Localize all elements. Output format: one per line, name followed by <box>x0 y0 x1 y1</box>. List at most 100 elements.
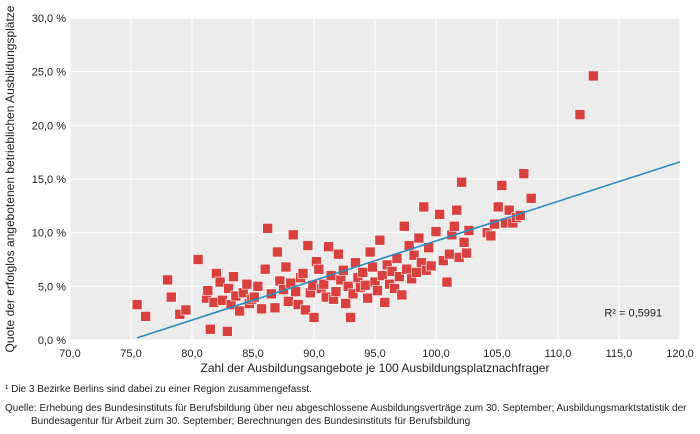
data-point <box>430 226 442 237</box>
data-point <box>359 279 371 291</box>
data-point <box>456 176 467 188</box>
y-tick-label: 10,0 % <box>32 228 66 240</box>
data-point <box>357 267 369 278</box>
data-point <box>313 263 325 275</box>
data-point <box>441 276 453 288</box>
data-point <box>269 302 281 314</box>
data-point <box>418 201 430 213</box>
data-point <box>323 241 334 252</box>
data-point <box>241 278 253 290</box>
y-axis-ticks: 0,0 % 5,0 % 10,0 % 15,0 % 20,0 % 25,0 % 30,0 % <box>32 13 66 347</box>
data-point <box>180 304 192 316</box>
data-point <box>256 303 267 315</box>
trend-line <box>136 161 681 339</box>
data-point <box>228 271 239 282</box>
data-point <box>292 299 304 310</box>
x-axis-title: Zahl der Ausbildungsangebote je 100 Ausb… <box>201 361 550 375</box>
data-point <box>280 261 292 273</box>
y-tick-label: 20,0 % <box>32 120 66 132</box>
data-point <box>401 263 413 275</box>
data-point <box>492 201 504 213</box>
data-point <box>222 326 233 337</box>
data-point <box>262 223 273 234</box>
x-tick-label: 105,0 <box>483 348 511 360</box>
data-point <box>413 232 425 244</box>
data-point <box>272 246 283 258</box>
x-tick-label: 100,0 <box>422 348 450 360</box>
data-point <box>448 220 460 232</box>
data-point <box>283 296 294 307</box>
x-axis-ticks: 70,0 75,0 80,0 85,0 90,0 95,0 100,0 105,0 110,0 1… <box>59 348 693 360</box>
data-point <box>525 193 537 204</box>
data-point <box>333 248 344 260</box>
data-point <box>234 305 245 317</box>
data-point <box>192 254 204 265</box>
x-tick-label: 70,0 <box>59 348 80 360</box>
data-point <box>444 248 455 260</box>
data-point <box>374 234 386 246</box>
data-point <box>438 255 449 266</box>
x-tick-label: 95,0 <box>364 348 385 360</box>
data-point <box>248 291 260 303</box>
data-point <box>165 291 177 303</box>
data-point <box>308 312 320 323</box>
data-point <box>451 204 463 216</box>
data-point <box>396 289 408 301</box>
y-axis-title: Quote der erfolglos angebotenen betriebl… <box>3 5 17 352</box>
data-point <box>287 229 299 241</box>
x-tick-label: 120,0 <box>666 348 694 360</box>
data-point <box>485 230 497 242</box>
x-tick-label: 115,0 <box>606 348 633 360</box>
grid-lines <box>69 17 681 341</box>
data-point <box>140 311 151 322</box>
data-point <box>362 292 373 304</box>
data-point <box>389 283 400 294</box>
data-point <box>574 109 586 120</box>
data-point <box>503 204 515 216</box>
data-point <box>394 271 405 282</box>
y-tick-label: 0,0 % <box>38 335 66 347</box>
y-tick-label: 5,0 % <box>38 281 66 293</box>
r-squared-label: R² = 0,5991 <box>604 307 662 319</box>
data-point <box>340 298 352 309</box>
data-point <box>364 246 376 258</box>
y-tick-label: 15,0 % <box>32 174 66 186</box>
x-tick-label: 75,0 <box>120 348 141 360</box>
data-point <box>372 285 383 296</box>
data-point <box>588 70 599 82</box>
data-point <box>131 299 143 310</box>
scatter-chart: 70,0 75,0 80,0 85,0 90,0 95,0 100,0 105,0 110,0 1… <box>3 5 694 375</box>
data-point <box>202 285 214 296</box>
data-point <box>223 283 234 294</box>
data-point <box>300 304 311 316</box>
data-point <box>408 249 420 261</box>
data-point <box>214 276 226 288</box>
data-point <box>496 180 508 191</box>
data-point <box>302 240 314 251</box>
data-point <box>297 268 309 279</box>
x-tick-label: 90,0 <box>303 348 324 360</box>
data-point <box>252 281 264 292</box>
data-point <box>259 263 271 275</box>
data-point <box>367 261 378 273</box>
data-point <box>379 297 391 308</box>
data-point <box>386 266 398 277</box>
x-tick-label: 80,0 <box>181 348 202 360</box>
data-point <box>205 323 216 335</box>
x-tick-label: 110,0 <box>545 348 572 360</box>
source-note: Quelle: Erhebung des Bundesinstituts für… <box>5 403 687 427</box>
data-point <box>458 237 470 248</box>
y-tick-label: 25,0 % <box>32 67 66 79</box>
data-point <box>425 260 437 272</box>
data-point <box>318 278 330 290</box>
data-point <box>162 274 173 286</box>
data-point <box>330 286 342 298</box>
data-point <box>461 247 472 259</box>
data-point <box>398 220 410 232</box>
data-point <box>434 209 445 220</box>
footnote: ¹ Die 3 Bezirke Berlins sind dabei zu ei… <box>5 384 312 395</box>
data-point <box>411 267 422 278</box>
data-point <box>345 312 356 323</box>
y-tick-label: 30,0 % <box>32 13 66 25</box>
data-point <box>518 168 530 179</box>
